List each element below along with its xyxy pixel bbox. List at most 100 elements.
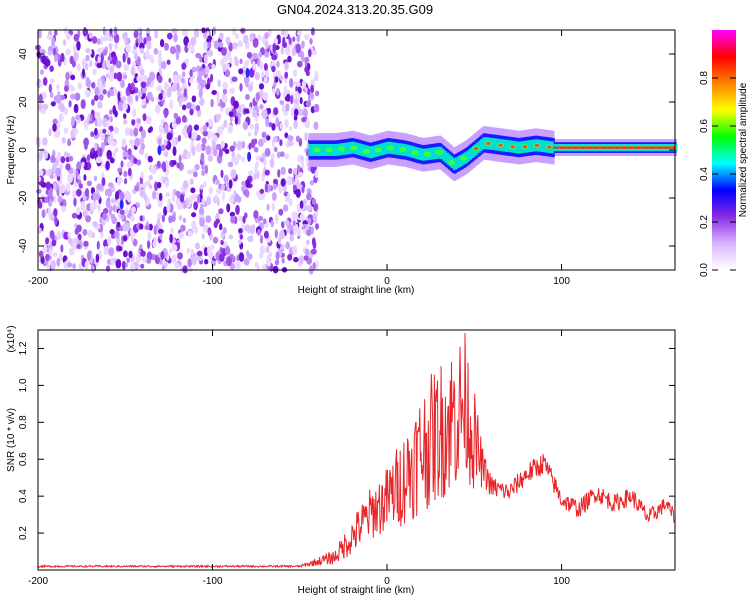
noise-speckle xyxy=(52,251,58,257)
noise-speckle xyxy=(195,105,201,112)
noise-speckle xyxy=(168,78,172,83)
snr-frame xyxy=(37,329,676,571)
noise-speckle xyxy=(166,87,172,98)
noise-speckle xyxy=(127,57,131,65)
noise-speckle xyxy=(181,28,187,37)
noise-speckle xyxy=(278,208,284,216)
noise-speckle xyxy=(128,250,133,259)
noise-speckle xyxy=(199,97,205,106)
noise-speckle xyxy=(305,70,310,77)
noise-speckle xyxy=(296,35,301,43)
spectrogram-x-tick-label: 100 xyxy=(553,276,570,287)
noise-speckle xyxy=(304,87,308,94)
colorbar-tick-label: 0.0 xyxy=(699,263,710,277)
noise-speckle xyxy=(294,224,299,232)
noise-speckle xyxy=(274,229,278,239)
signal-peak-max xyxy=(534,143,540,147)
noise-speckle xyxy=(267,28,272,37)
noise-speckle xyxy=(220,140,225,149)
noise-speckle xyxy=(199,55,203,63)
noise-speckle xyxy=(103,245,110,256)
snr-x-tick-label: -100 xyxy=(203,576,223,587)
noise-speckle xyxy=(255,161,259,168)
noise-speckle xyxy=(259,104,264,110)
noise-speckle xyxy=(307,217,312,225)
noise-speckle xyxy=(263,230,269,239)
noise-speckle xyxy=(237,40,244,48)
noise-speckle xyxy=(98,93,104,101)
noise-speckle xyxy=(172,160,177,166)
signal-core xyxy=(541,140,544,152)
noise-speckle xyxy=(152,190,157,200)
noise-speckle xyxy=(245,188,249,198)
noise-speckle xyxy=(67,138,71,147)
noise-speckle xyxy=(310,27,315,36)
noise-speckle xyxy=(176,162,181,169)
noise-speckle xyxy=(68,100,72,108)
noise-speckle xyxy=(74,92,81,101)
noise-speckle xyxy=(130,215,135,222)
noise-speckle xyxy=(127,95,133,103)
signal-core xyxy=(494,138,498,151)
signal-peak xyxy=(399,147,407,153)
signal-peak xyxy=(350,145,358,151)
noise-speckle xyxy=(191,131,198,140)
noise-speckle xyxy=(248,84,254,92)
noise-speckle xyxy=(302,198,308,205)
noise-speckle xyxy=(114,230,120,239)
noise-speckle xyxy=(172,254,177,264)
noise-speckle xyxy=(218,223,223,231)
snr-y-tick-label: 0.2 xyxy=(18,526,29,540)
snr-y-scale: (x10⁴) xyxy=(6,325,17,352)
noise-speckle xyxy=(82,210,87,218)
noise-speckle xyxy=(102,49,108,56)
signal-core xyxy=(346,142,349,155)
noise-speckle xyxy=(142,113,147,122)
noise-speckle xyxy=(275,251,280,261)
noise-speckle xyxy=(67,231,71,239)
noise-speckle xyxy=(135,123,141,130)
noise-speckle xyxy=(221,93,226,100)
noise-speckle xyxy=(85,215,92,223)
noise-speckle xyxy=(271,65,276,73)
noise-speckle xyxy=(100,35,104,45)
noise-speckle xyxy=(115,60,122,69)
noise-speckle xyxy=(170,227,174,234)
noise-speckle xyxy=(107,36,114,42)
noise-speckle xyxy=(91,82,96,89)
noise-speckle xyxy=(190,187,196,194)
noise-speckle xyxy=(304,118,311,129)
noise-speckle xyxy=(97,147,103,158)
noise-speckle xyxy=(47,207,52,217)
noise-speckle xyxy=(253,210,259,220)
noise-speckle xyxy=(190,36,197,46)
noise-speckle xyxy=(239,234,244,240)
noise-speckle xyxy=(224,148,230,154)
colorbar-tick-label: 0.4 xyxy=(699,167,710,181)
noise-speckle xyxy=(237,106,242,113)
noise-speckle xyxy=(108,182,114,188)
signal-peak xyxy=(374,147,382,153)
noise-speckle xyxy=(272,192,277,201)
noise-speckle xyxy=(140,143,146,150)
noise-speckle xyxy=(63,127,69,134)
noise-speckle xyxy=(110,198,117,204)
noise-speckle xyxy=(95,156,102,164)
noise-speckle xyxy=(210,73,214,83)
noise-speckle xyxy=(49,246,52,257)
noise-speckle xyxy=(298,171,303,178)
noise-speckle xyxy=(240,28,245,34)
noise-speckle xyxy=(233,56,238,62)
noise-speckle xyxy=(161,214,165,223)
noise-speckle xyxy=(275,116,280,127)
noise-speckle xyxy=(148,184,153,190)
noise-speckle xyxy=(255,155,262,161)
noise-speckle xyxy=(89,113,93,124)
noise-speckle xyxy=(173,33,178,43)
noise-speckle xyxy=(119,209,125,215)
spectrogram-x-tick-label: -200 xyxy=(28,276,48,287)
noise-speckle xyxy=(216,179,220,185)
snr-y-ticks: 0.2 0.4 0.6 0.8 1.0 1.2 xyxy=(18,341,675,540)
noise-speckle xyxy=(153,225,157,235)
signal-core xyxy=(444,150,447,163)
